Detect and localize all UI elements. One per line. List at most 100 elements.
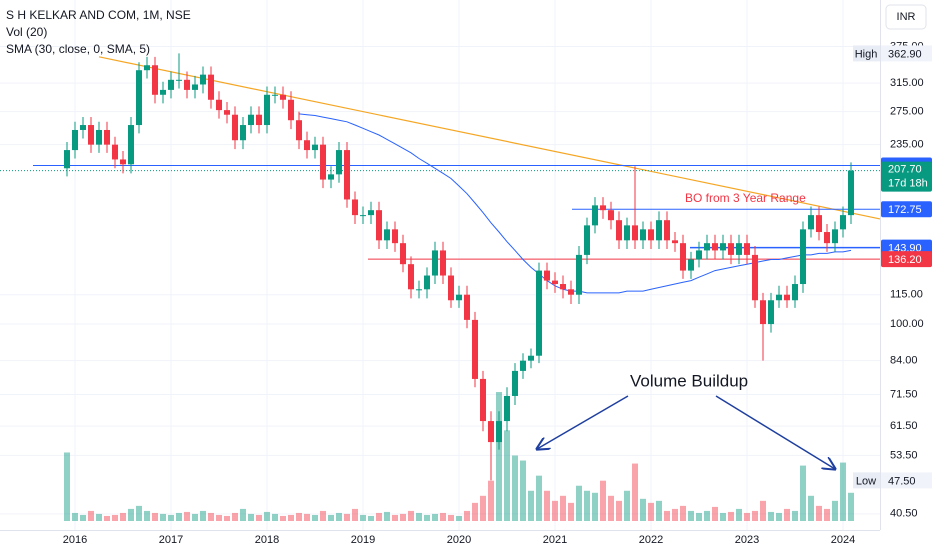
volume-bar — [760, 500, 766, 521]
candle-body — [448, 275, 454, 301]
volume-bar — [240, 508, 246, 521]
volume-bar — [104, 515, 110, 521]
price-label: 136.20 — [888, 254, 922, 266]
axes: 40.50 53.50 61.50 71.50 84.00 100.00 115.00 235… — [63, 40, 932, 546]
volume-bar — [232, 512, 238, 521]
candle-body — [280, 94, 286, 100]
candle-body — [608, 210, 614, 221]
candle-body — [336, 150, 342, 175]
candle-body — [264, 94, 270, 126]
candle-body — [840, 215, 846, 230]
volume-bar — [464, 510, 470, 521]
candle-body — [288, 99, 294, 121]
candle-body — [816, 215, 822, 233]
volume-bar — [704, 510, 710, 521]
volume-bar — [216, 514, 222, 521]
y-tick-label: 53.50 — [890, 449, 918, 461]
candle-body — [88, 125, 94, 145]
volume-bar — [824, 508, 830, 521]
y-tick-label: 275.00 — [890, 106, 924, 118]
volume-bar — [752, 510, 758, 521]
volume-bar — [504, 430, 510, 521]
trend-line — [98, 56, 881, 220]
candle-body — [704, 243, 710, 251]
candle-body — [720, 243, 726, 251]
volume-bar — [832, 500, 838, 521]
candle-body — [128, 125, 134, 165]
candle-body — [456, 294, 462, 301]
volume-bar — [712, 506, 718, 521]
candle-body — [696, 250, 702, 260]
candle-body — [664, 220, 670, 241]
y-tick-label: 100.00 — [890, 318, 924, 330]
candle-body — [584, 225, 590, 255]
candle-body — [656, 220, 662, 241]
candle-body — [416, 289, 422, 291]
volume-bar — [184, 511, 190, 521]
volume-bar — [512, 455, 518, 521]
marker-label: 47.50 — [888, 475, 916, 487]
candle-body — [560, 284, 566, 290]
candle-body — [824, 232, 830, 244]
volume-bar — [608, 495, 614, 521]
price-label: 172.75 — [888, 204, 922, 216]
candles — [64, 53, 854, 481]
volume-bar — [736, 508, 742, 521]
y-tick-label: 71.50 — [890, 388, 918, 400]
y-tick-label: 40.50 — [890, 508, 918, 520]
volume-bar — [808, 495, 814, 521]
volume-bar — [96, 513, 102, 521]
candle-body — [464, 294, 470, 320]
volume-bar — [120, 512, 126, 521]
volume-bar — [624, 490, 630, 521]
volume-bar — [376, 512, 382, 521]
candle-body — [72, 129, 78, 151]
volume-bar — [568, 502, 574, 521]
volume-bar — [664, 510, 670, 521]
volume-bar — [352, 508, 358, 521]
y-tick-label: 84.00 — [890, 355, 918, 367]
volume-bar — [680, 505, 686, 521]
candle-body — [192, 84, 198, 90]
volume-bar — [88, 510, 94, 521]
candle-body — [408, 264, 414, 290]
volume-bar — [536, 475, 542, 521]
x-tick-label: 2021 — [543, 534, 567, 546]
legend-indicator: SMA (30, close, 0, SMA, 5) — [6, 42, 150, 56]
volume-bar — [176, 512, 182, 521]
x-tick-label: 2022 — [639, 534, 663, 546]
volume-bar — [256, 514, 262, 521]
sma-line — [298, 113, 852, 294]
candle-body — [576, 254, 582, 295]
candle-body — [360, 215, 366, 217]
candle-body — [624, 225, 630, 241]
candle-body — [248, 114, 254, 126]
volume-bar — [480, 495, 486, 521]
volume-bar — [392, 514, 398, 521]
volume-bar — [224, 515, 230, 521]
volume-bar — [112, 514, 118, 521]
y-tick-label: 315.00 — [890, 77, 924, 89]
candle-body — [392, 229, 398, 244]
marker-text: High — [855, 48, 878, 60]
volume-bar — [648, 502, 654, 521]
candle-body — [384, 229, 390, 241]
candle-body — [120, 159, 126, 165]
currency-button[interactable] — [885, 4, 927, 30]
candle-body — [496, 421, 502, 443]
x-tick-label: 2024 — [831, 534, 855, 546]
volume-bar — [448, 514, 454, 521]
volume-bar — [328, 514, 334, 521]
candle-body — [112, 144, 118, 160]
legend-title: S H KELKAR AND COM, 1M, NSE — [6, 8, 191, 22]
x-tick-label: 2018 — [255, 534, 279, 546]
candle-body — [504, 395, 510, 422]
candle-body — [632, 225, 638, 241]
volume-bar — [552, 500, 558, 521]
price-label-box — [881, 201, 932, 218]
volume-bar — [312, 514, 318, 521]
volume-bar — [528, 490, 534, 521]
volume-bar — [544, 490, 550, 521]
volume-bar — [792, 510, 798, 521]
